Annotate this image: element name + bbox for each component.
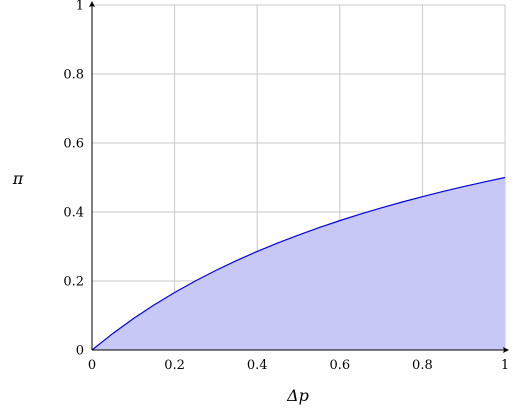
x-tick-label: 1 — [501, 358, 509, 373]
y-axis-arrowhead — [89, 1, 95, 7]
y-axis-label: π — [12, 169, 24, 188]
axes — [89, 1, 509, 353]
x-tick-label: 0.2 — [164, 358, 185, 373]
x-tick-label: 0.6 — [329, 358, 350, 373]
x-axis-label: Δp — [286, 386, 309, 405]
y-tick-label: 1 — [76, 0, 84, 14]
y-tick-label: 0.6 — [63, 137, 84, 152]
x-tick-label: 0 — [88, 358, 96, 373]
x-tick-label: 0.4 — [247, 358, 268, 373]
x-axis-arrowhead — [503, 347, 509, 353]
y-tick-label: 0 — [76, 344, 84, 359]
area-fill — [92, 177, 505, 350]
x-tick-labels: 0 0.2 0.4 0.6 0.8 1 — [88, 358, 509, 373]
y-tick-label: 0.4 — [63, 206, 84, 221]
y-tick-labels: 0 0.2 0.4 0.6 0.8 1 — [63, 0, 84, 359]
series-line — [91, 176, 506, 351]
y-tick-label: 0.2 — [63, 275, 84, 290]
y-tick-label: 0.8 — [63, 68, 84, 83]
x-tick-label: 0.8 — [412, 358, 433, 373]
